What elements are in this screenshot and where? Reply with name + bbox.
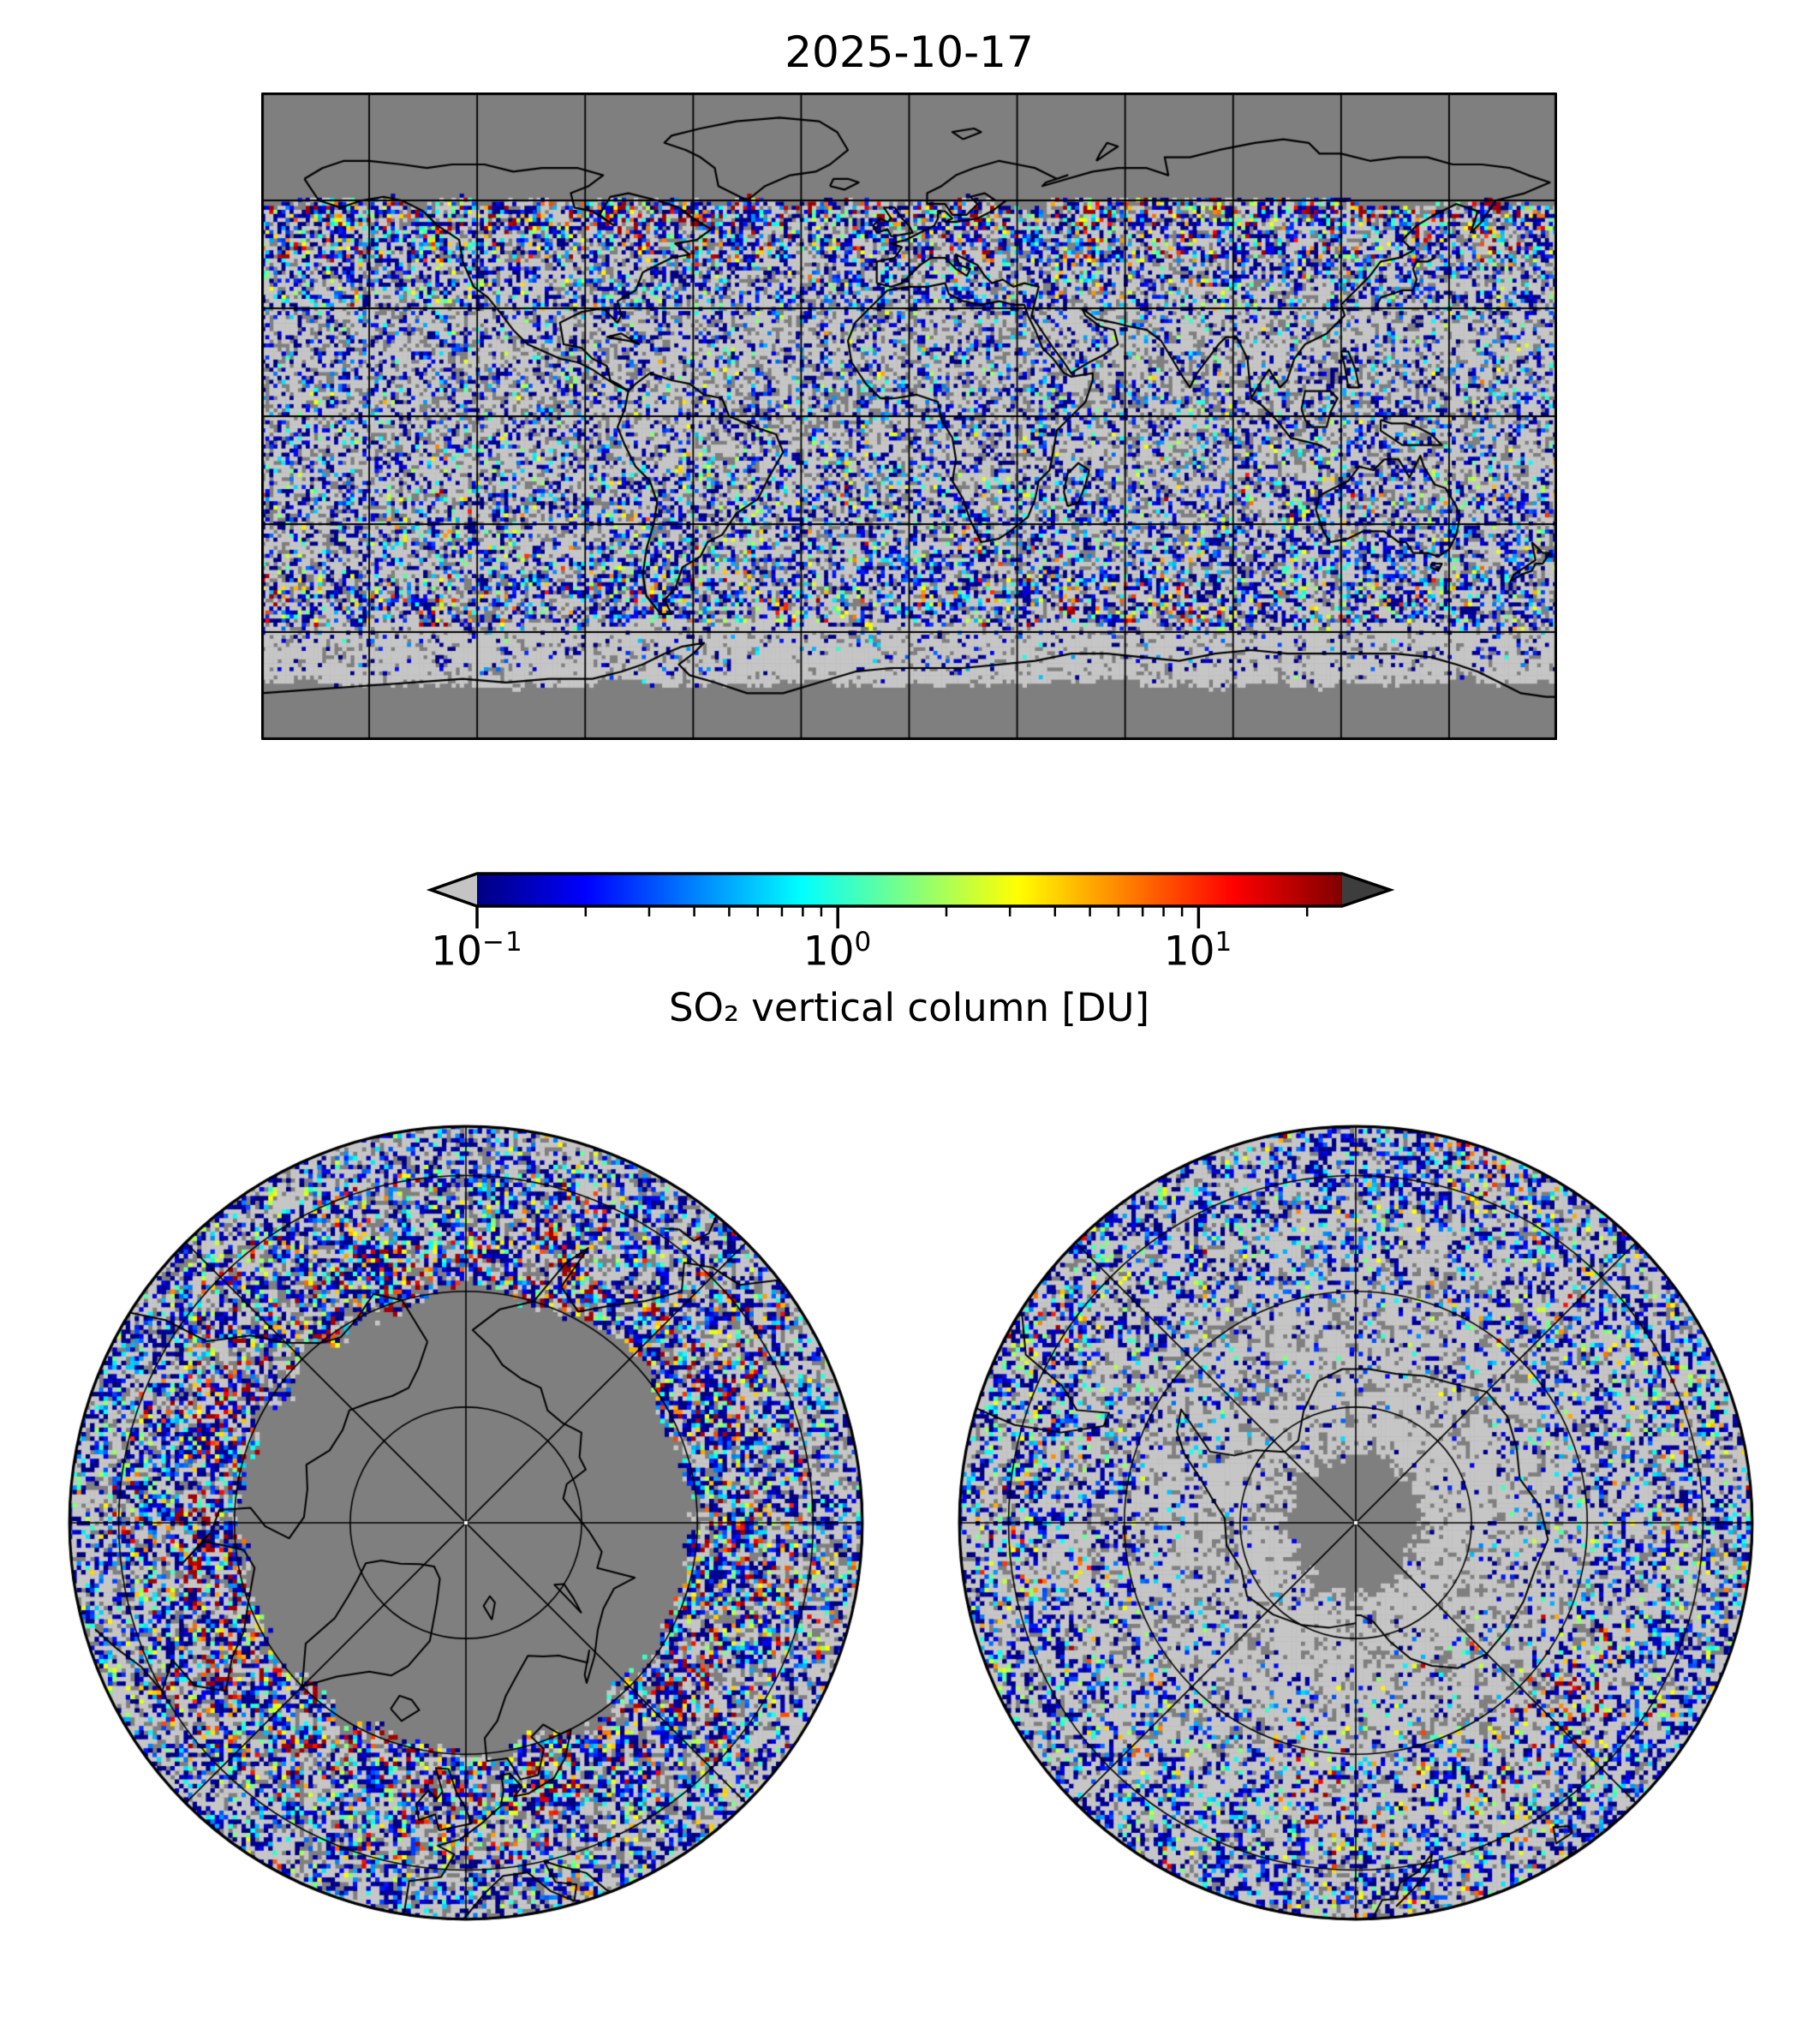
figure-title: 2025-10-17: [785, 27, 1034, 77]
colorbar-tick-label-0.1: 10−1: [431, 927, 523, 976]
north-polar-panel: [63, 1120, 868, 1925]
colorbar-label: SO₂ vertical column [DU]: [668, 985, 1150, 1030]
global-map-panel: [261, 92, 1557, 740]
colorbar-body: [426, 872, 1395, 928]
south-polar-panel: [953, 1120, 1758, 1925]
colorbar-tick-label-1: 100: [803, 927, 873, 976]
colorbar: [426, 872, 1395, 928]
colorbar-tick-label-10: 101: [1163, 927, 1233, 976]
